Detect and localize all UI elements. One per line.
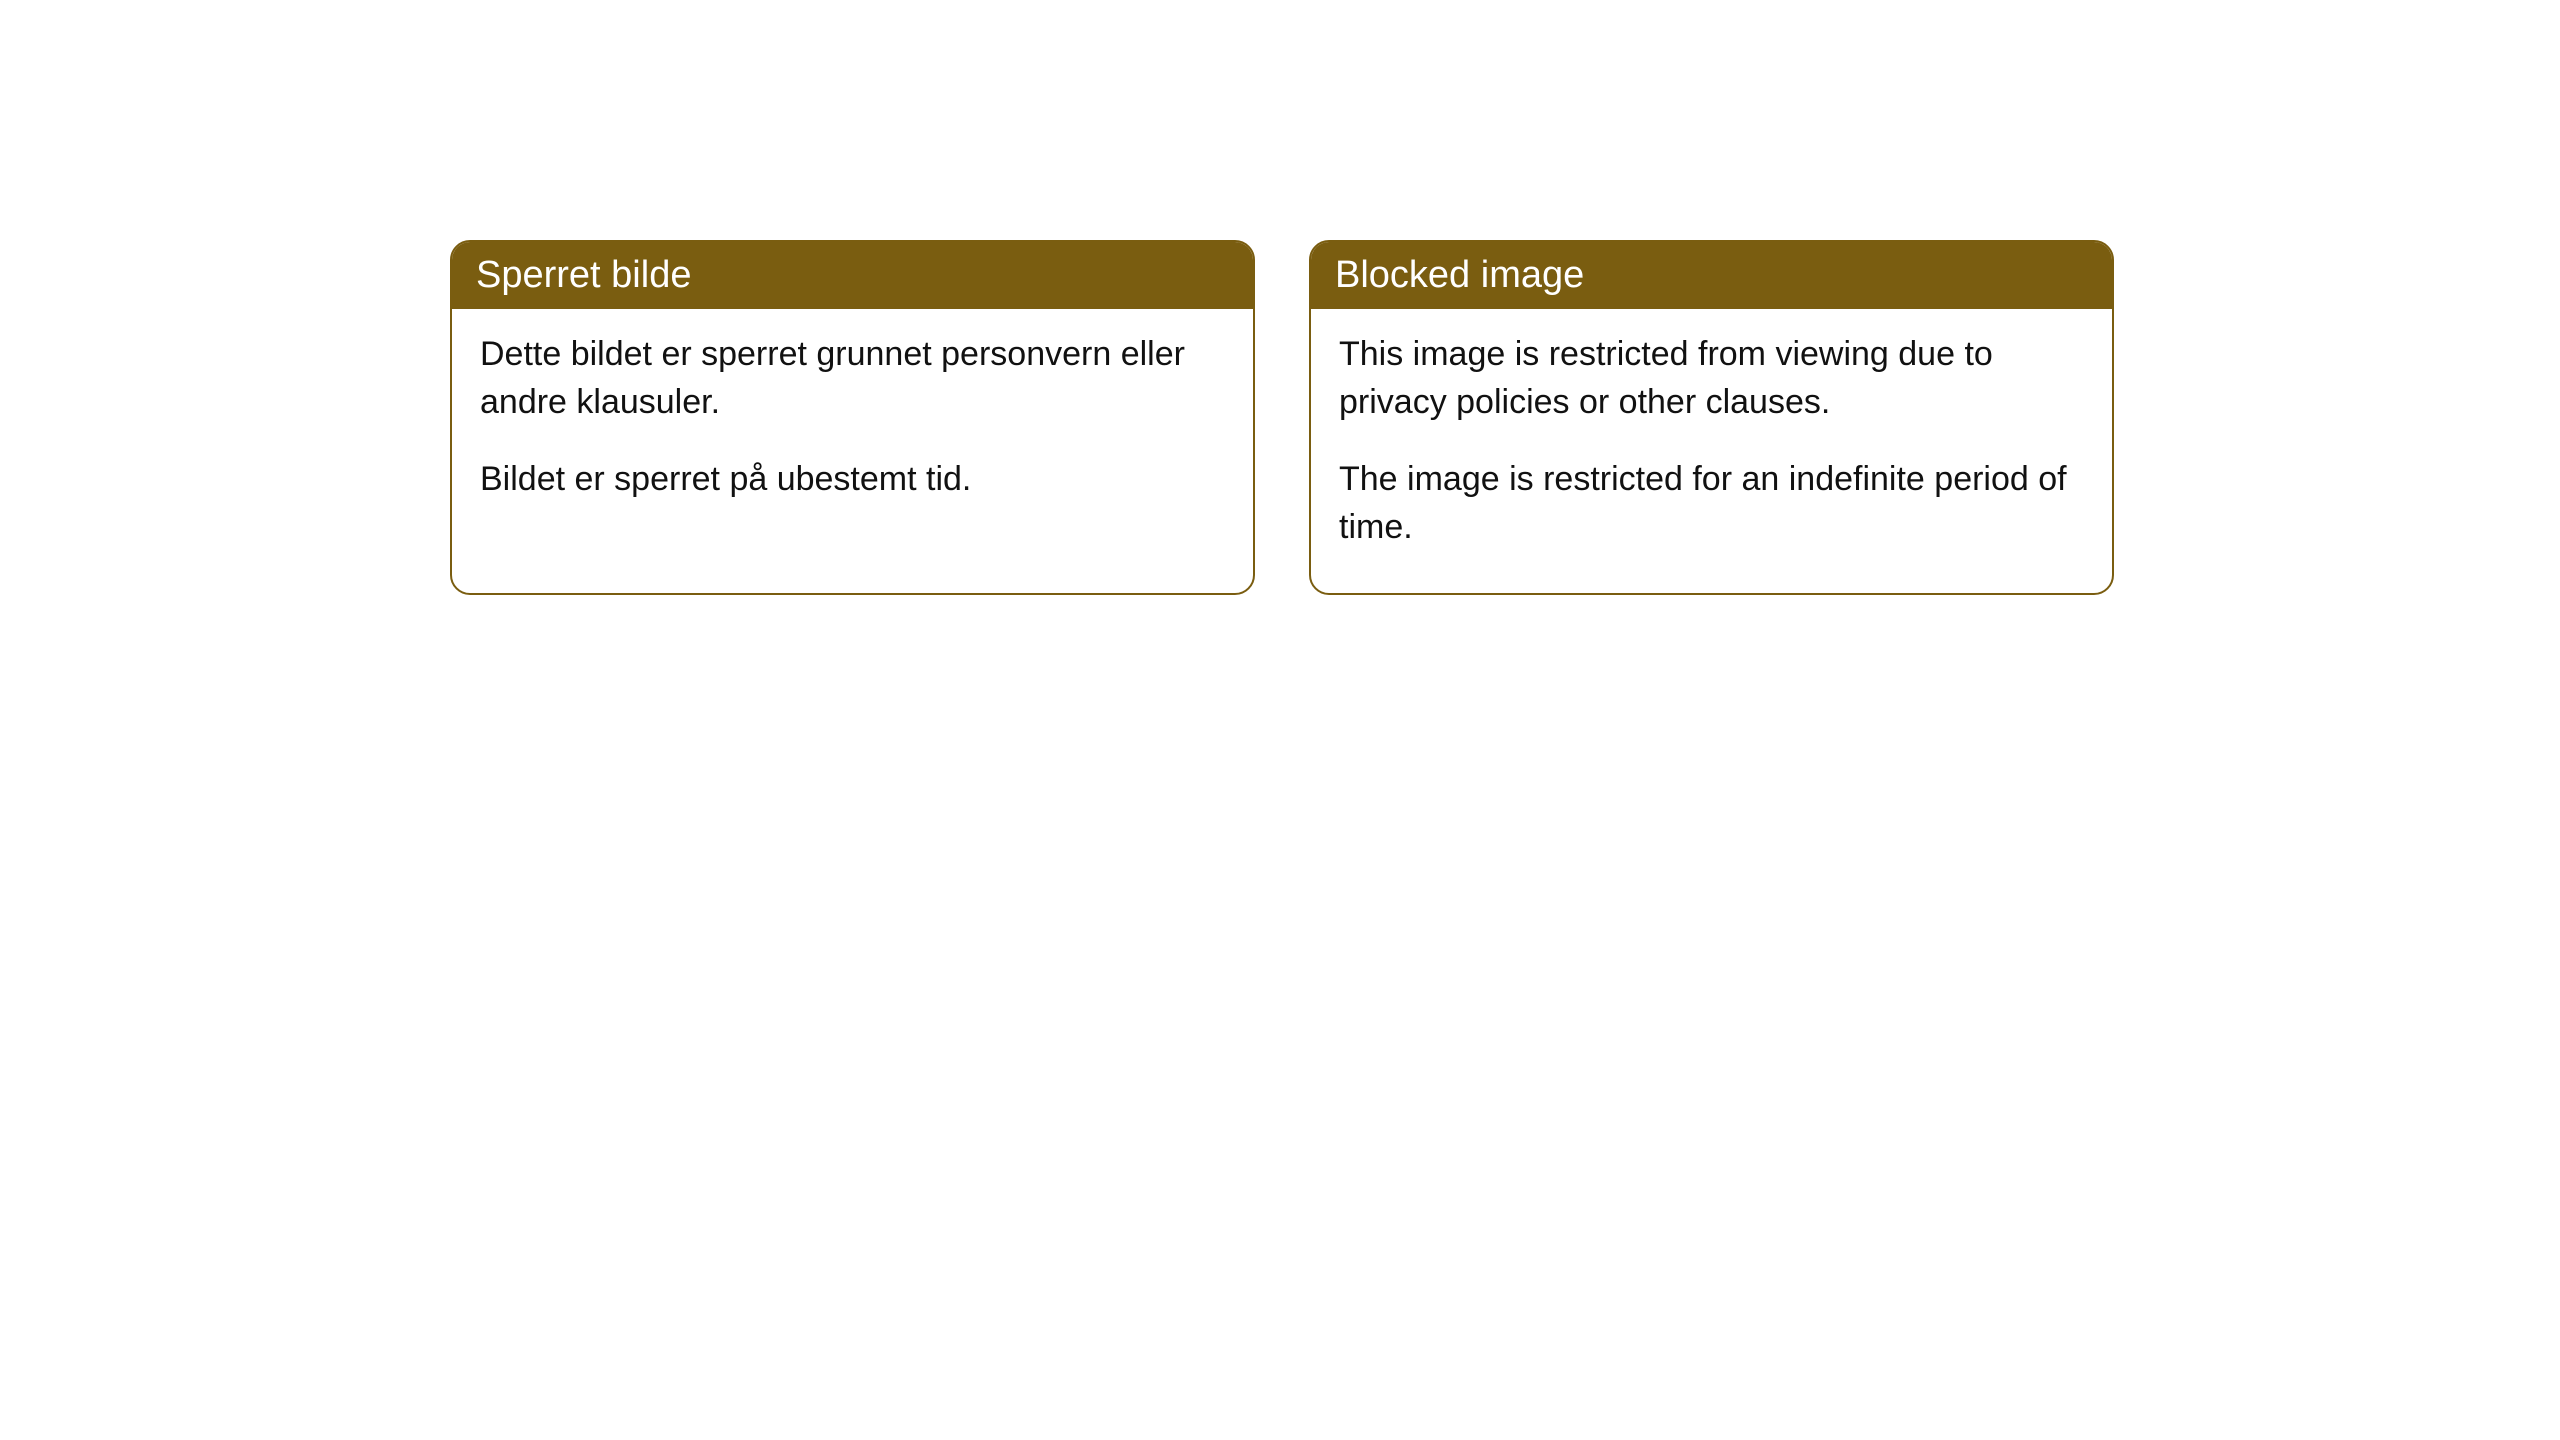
- card-paragraph: This image is restricted from viewing du…: [1339, 331, 2084, 426]
- notice-card-norwegian: Sperret bilde Dette bildet er sperret gr…: [450, 240, 1255, 595]
- card-body: This image is restricted from viewing du…: [1311, 309, 2112, 593]
- card-header: Blocked image: [1311, 242, 2112, 309]
- card-paragraph: Bildet er sperret på ubestemt tid.: [480, 456, 1225, 504]
- card-body: Dette bildet er sperret grunnet personve…: [452, 309, 1253, 546]
- notice-cards-container: Sperret bilde Dette bildet er sperret gr…: [450, 240, 2114, 595]
- card-paragraph: Dette bildet er sperret grunnet personve…: [480, 331, 1225, 426]
- card-title: Blocked image: [1335, 254, 1584, 296]
- card-header: Sperret bilde: [452, 242, 1253, 309]
- notice-card-english: Blocked image This image is restricted f…: [1309, 240, 2114, 595]
- card-paragraph: The image is restricted for an indefinit…: [1339, 456, 2084, 551]
- card-title: Sperret bilde: [476, 254, 691, 296]
